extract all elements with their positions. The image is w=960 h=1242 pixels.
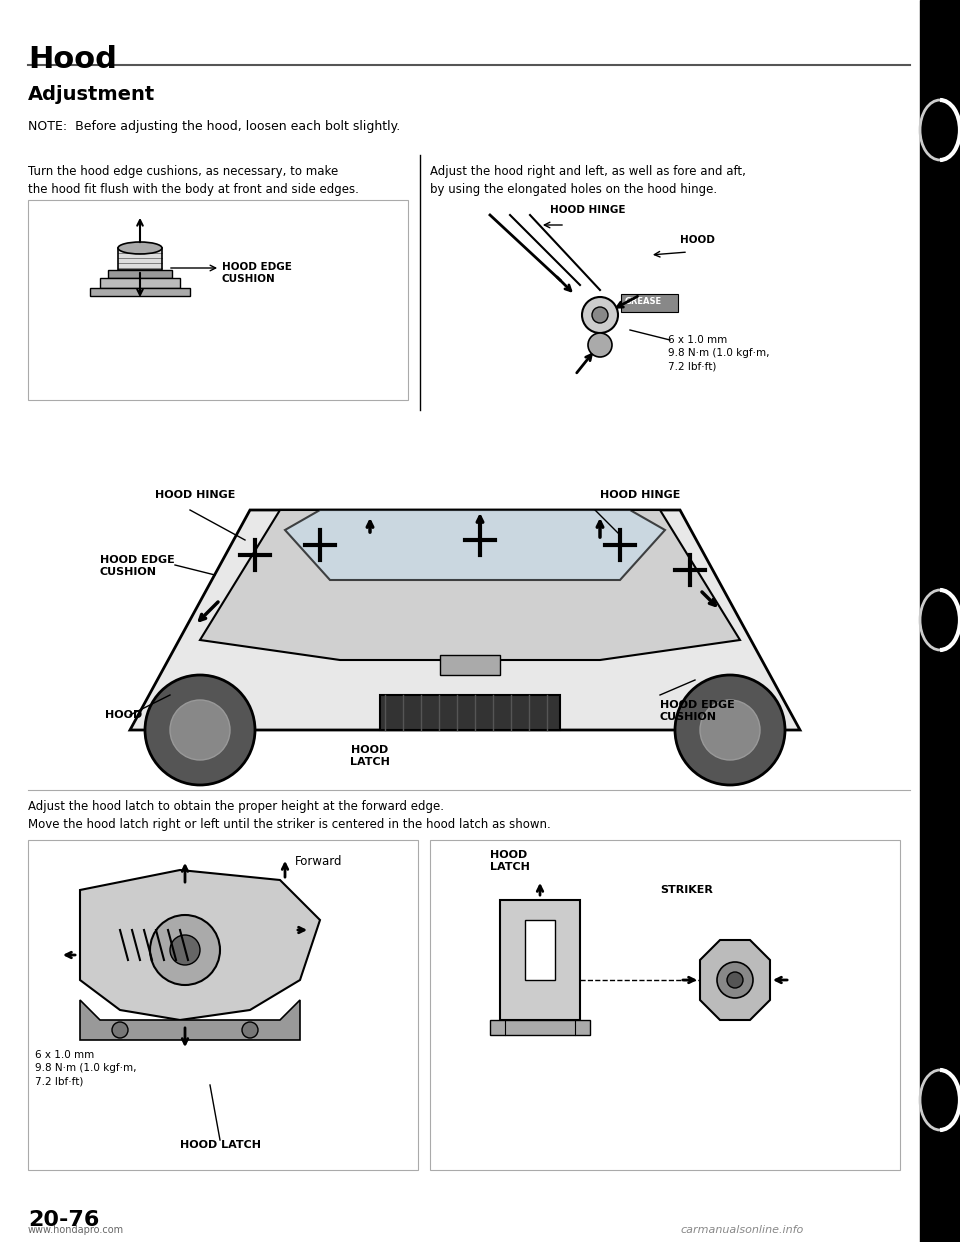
Text: HOOD: HOOD — [680, 235, 715, 245]
Bar — [500, 900, 580, 1020]
Circle shape — [592, 307, 608, 323]
Circle shape — [145, 674, 255, 785]
Text: Adjust the hood right and left, as well as fore and aft,
by using the elongated : Adjust the hood right and left, as well … — [430, 165, 746, 196]
Bar — [100, 278, 180, 288]
Text: HOOD: HOOD — [105, 710, 142, 720]
Text: NOTE:  Before adjusting the hood, loosen each bolt slightly.: NOTE: Before adjusting the hood, loosen … — [28, 120, 400, 133]
Text: HOOD EDGE
CUSHION: HOOD EDGE CUSHION — [100, 555, 175, 578]
Bar — [118, 248, 162, 270]
Polygon shape — [285, 510, 665, 580]
Text: 20-76: 20-76 — [28, 1210, 100, 1230]
Bar — [90, 288, 190, 296]
Circle shape — [170, 935, 200, 965]
Text: HOOD
LATCH: HOOD LATCH — [490, 850, 530, 872]
Polygon shape — [130, 510, 800, 730]
Circle shape — [675, 674, 785, 785]
Ellipse shape — [118, 242, 162, 255]
Bar — [430, 840, 900, 1170]
Polygon shape — [80, 1000, 300, 1040]
Bar — [490, 1020, 590, 1035]
Text: HOOD HINGE: HOOD HINGE — [550, 205, 626, 215]
Polygon shape — [700, 940, 770, 1020]
Circle shape — [700, 700, 760, 760]
Text: 6 x 1.0 mm
9.8 N·m (1.0 kgf·m,
7.2 lbf·ft): 6 x 1.0 mm 9.8 N·m (1.0 kgf·m, 7.2 lbf·f… — [35, 1049, 136, 1087]
Bar — [440, 655, 500, 674]
Polygon shape — [80, 869, 320, 1020]
Text: Hood: Hood — [28, 45, 117, 75]
Circle shape — [717, 963, 753, 999]
Text: Turn the hood edge cushions, as necessary, to make
the hood fit flush with the b: Turn the hood edge cushions, as necessar… — [28, 165, 359, 196]
Text: HOOD HINGE: HOOD HINGE — [155, 491, 235, 501]
Bar — [380, 696, 560, 730]
FancyBboxPatch shape — [621, 294, 678, 312]
Circle shape — [727, 972, 743, 987]
Text: GREASE: GREASE — [625, 297, 662, 306]
Bar — [525, 920, 555, 980]
Text: Adjust the hood latch to obtain the proper height at the forward edge.
Move the : Adjust the hood latch to obtain the prop… — [28, 800, 551, 831]
Circle shape — [588, 333, 612, 356]
Text: Adjustment: Adjustment — [28, 84, 156, 104]
Text: Forward: Forward — [295, 854, 343, 868]
Text: HOOD
LATCH: HOOD LATCH — [350, 745, 390, 768]
Circle shape — [150, 915, 220, 985]
Bar — [28, 840, 418, 1170]
Bar — [108, 270, 172, 278]
Bar — [28, 200, 408, 400]
Text: HOOD HINGE: HOOD HINGE — [600, 491, 681, 501]
Circle shape — [170, 700, 230, 760]
Circle shape — [112, 1022, 128, 1038]
Text: www.hondapro.com: www.hondapro.com — [28, 1225, 124, 1235]
Text: HOOD EDGE
CUSHION: HOOD EDGE CUSHION — [660, 700, 734, 723]
Text: carmanualsonline.info: carmanualsonline.info — [680, 1225, 804, 1235]
Circle shape — [242, 1022, 258, 1038]
Text: HOOD LATCH: HOOD LATCH — [180, 1140, 260, 1150]
Text: HOOD EDGE
CUSHION: HOOD EDGE CUSHION — [222, 262, 292, 283]
Circle shape — [582, 297, 618, 333]
Polygon shape — [200, 510, 740, 660]
Text: STRIKER: STRIKER — [660, 886, 713, 895]
Bar — [920, 0, 960, 1242]
Text: 6 x 1.0 mm
9.8 N·m (1.0 kgf·m,
7.2 lbf·ft): 6 x 1.0 mm 9.8 N·m (1.0 kgf·m, 7.2 lbf·f… — [668, 335, 770, 371]
